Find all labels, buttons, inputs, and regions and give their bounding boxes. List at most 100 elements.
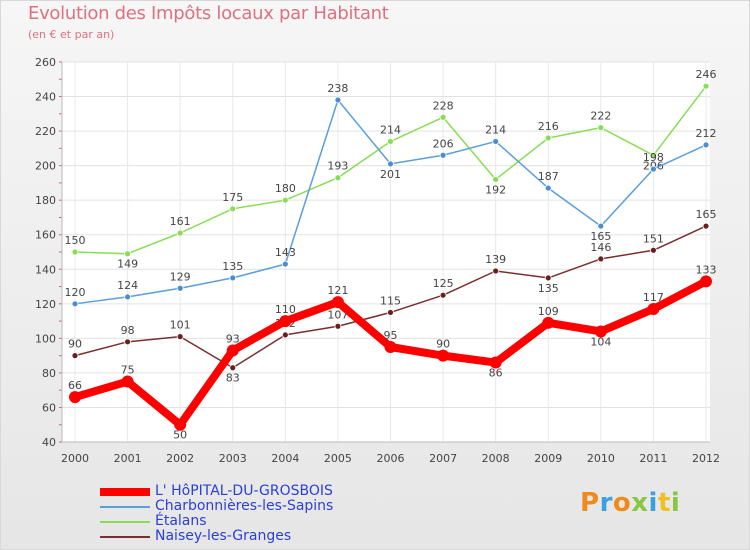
- data-label: 206: [433, 137, 454, 150]
- data-point: [439, 113, 447, 121]
- data-label: 95: [384, 329, 398, 342]
- data-point: [387, 160, 394, 168]
- data-label: 115: [380, 294, 401, 307]
- data-label: 180: [275, 182, 296, 195]
- data-point: [650, 246, 657, 254]
- data-label: 150: [65, 234, 86, 247]
- data-label: 146: [590, 241, 611, 254]
- data-point: [121, 375, 134, 388]
- data-point: [229, 364, 237, 372]
- legend-swatch-naisey: [100, 536, 150, 538]
- logo-letter: t: [657, 488, 671, 518]
- data-point: [387, 309, 394, 316]
- data-point: [281, 260, 289, 268]
- data-label: 139: [485, 253, 506, 266]
- data-point: [281, 331, 289, 339]
- data-point: [229, 205, 237, 213]
- x-tick-label: 2004: [271, 452, 299, 465]
- logo-letter: o: [612, 488, 632, 518]
- data-point: [702, 82, 710, 90]
- y-tick-label: 180: [35, 194, 56, 207]
- data-point: [544, 134, 552, 142]
- data-point: [334, 322, 342, 330]
- y-tick-label: 200: [35, 160, 56, 173]
- data-label: 198: [643, 151, 664, 164]
- data-label: 192: [485, 183, 506, 196]
- legend-label-hopital: L' HôPITAL-DU-GROSBOIS: [155, 483, 333, 499]
- legend-swatch-charbonnieres: [100, 506, 150, 508]
- data-label: 135: [538, 282, 559, 295]
- data-point: [334, 174, 342, 182]
- data-point: [597, 255, 605, 263]
- data-point: [69, 391, 81, 404]
- x-tick-label: 2003: [219, 452, 247, 465]
- x-tick-label: 2001: [114, 452, 142, 465]
- data-label: 201: [380, 168, 401, 181]
- data-label: 117: [643, 291, 664, 304]
- data-point: [702, 222, 710, 230]
- data-point: [700, 275, 712, 288]
- data-point: [176, 333, 184, 341]
- x-tick-label: 2011: [639, 452, 667, 465]
- y-tick-label: 60: [42, 401, 56, 414]
- legend-label-naisey: Naisey-les-Granges: [155, 528, 292, 544]
- data-label: 143: [275, 246, 296, 259]
- data-point: [492, 267, 500, 275]
- y-tick-label: 260: [35, 56, 56, 69]
- data-label: 214: [380, 123, 401, 136]
- logo-letter: P: [580, 488, 600, 518]
- data-label: 222: [590, 110, 611, 123]
- data-label: 129: [170, 270, 191, 283]
- line-chart: 40 60 80 100 120 140 160 180 200 220 240 260 2000 200…: [35, 56, 720, 465]
- data-point: [492, 176, 500, 183]
- data-point: [544, 274, 552, 282]
- data-point: [279, 315, 292, 328]
- data-label: 165: [696, 208, 717, 221]
- data-label: 212: [696, 127, 717, 140]
- logo-letter: x: [631, 488, 649, 518]
- x-tick-label: 2009: [534, 452, 562, 465]
- data-label: 135: [222, 260, 243, 273]
- data-label: 66: [68, 379, 82, 392]
- data-point: [229, 274, 237, 282]
- legend-swatch-etalans: [100, 521, 150, 523]
- data-label: 161: [170, 215, 191, 228]
- data-point: [702, 141, 710, 149]
- data-point: [176, 284, 184, 292]
- data-label: 98: [121, 324, 135, 337]
- data-point: [331, 296, 344, 309]
- data-label: 93: [226, 332, 240, 345]
- data-label: 214: [485, 123, 506, 136]
- data-label: 101: [170, 319, 191, 332]
- y-tick-label: 240: [35, 91, 56, 104]
- data-point: [489, 356, 502, 369]
- data-label: 187: [538, 170, 559, 183]
- chart-title: Evolution des Impôts locaux par Habitant: [28, 3, 389, 24]
- data-point: [492, 138, 500, 145]
- data-point: [384, 341, 397, 353]
- data-label: 104: [590, 335, 611, 348]
- y-tick-label: 220: [35, 125, 56, 138]
- legend-label-etalans: Étalans: [155, 513, 207, 529]
- data-point: [71, 248, 79, 256]
- data-point: [542, 316, 555, 329]
- data-point: [437, 349, 450, 362]
- proxiti-logo[interactable]: Proxiti: [580, 488, 680, 518]
- x-tick-label: 2007: [429, 452, 457, 465]
- logo-letter: r: [599, 488, 613, 518]
- data-label: 110: [275, 303, 296, 316]
- legend-label-charbonnieres: Charbonnières-les-Sapins: [155, 498, 334, 514]
- plot-area: [62, 62, 710, 442]
- data-point: [124, 293, 131, 301]
- y-tick-label: 100: [35, 332, 56, 345]
- data-label: 133: [696, 263, 717, 276]
- data-point: [387, 138, 394, 145]
- data-point: [650, 151, 657, 159]
- data-label: 90: [68, 338, 82, 351]
- data-point: [439, 151, 447, 159]
- data-label: 90: [436, 338, 450, 351]
- logo-letter: i: [670, 488, 681, 518]
- y-tick-label: 160: [35, 229, 56, 242]
- data-point: [226, 344, 239, 357]
- data-point: [174, 418, 187, 431]
